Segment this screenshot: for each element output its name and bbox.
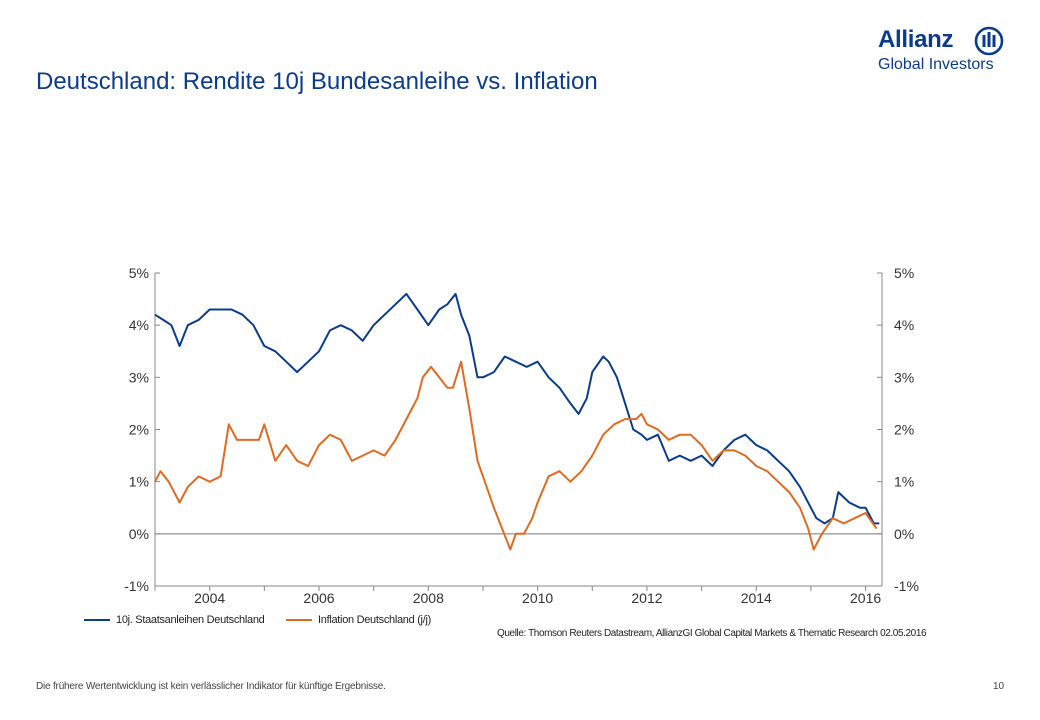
y-tick-label-left: 3%: [129, 369, 149, 385]
chart-series: [154, 292, 880, 551]
y-tick-label-right: 3%: [894, 369, 914, 385]
series-line-yield: [154, 292, 880, 525]
brand-tagline: Global Investors: [878, 56, 994, 73]
allianz-eagle-icon: [974, 26, 1004, 56]
y-tick-label-left: 4%: [129, 317, 149, 333]
y-tick-label-right: 5%: [894, 265, 914, 281]
x-tick-label: 2004: [194, 590, 225, 606]
brand-name: Allianz: [878, 26, 954, 53]
x-tick-label: 2016: [850, 590, 881, 606]
x-tick-label: 2010: [522, 590, 553, 606]
x-tick-label: 2006: [303, 590, 334, 606]
disclaimer: Die frühere Wertentwicklung ist kein ver…: [36, 681, 386, 692]
y-tick-label-left: 5%: [129, 265, 149, 281]
legend-swatch-yield: [84, 619, 110, 621]
page-title: Deutschland: Rendite 10j Bundesanleihe v…: [36, 68, 598, 95]
x-tick-label: 2012: [631, 590, 662, 606]
y-tick-label-right: 1%: [894, 474, 914, 490]
y-tick-label-right: 4%: [894, 317, 914, 333]
brand-logo: Allianz Global Investors: [878, 26, 1008, 76]
legend-label-inflation: Inflation Deutschland (j/j): [318, 614, 431, 626]
y-tick-label-left: -1%: [124, 578, 149, 594]
legend-swatch-inflation: [286, 619, 312, 621]
page-number: 10: [993, 681, 1005, 692]
series-line-inflation: [154, 360, 878, 551]
y-tick-label-left: 0%: [129, 526, 149, 542]
source-note: Quelle: Thomson Reuters Datastream, Alli…: [497, 628, 927, 639]
legend-item-inflation: Inflation Deutschland (j/j): [286, 614, 431, 626]
y-tick-label-left: 2%: [129, 422, 149, 438]
y-tick-label-right: -1%: [894, 578, 919, 594]
x-tick-label: 2014: [741, 590, 772, 606]
legend-item-yield: 10j. Staatsanleihen Deutschland: [84, 614, 265, 626]
y-tick-label-right: 2%: [894, 422, 914, 438]
legend-label-yield: 10j. Staatsanleihen Deutschland: [116, 614, 265, 626]
y-tick-label-right: 0%: [894, 526, 914, 542]
y-tick-label-left: 1%: [129, 474, 149, 490]
x-tick-label: 2008: [413, 590, 444, 606]
